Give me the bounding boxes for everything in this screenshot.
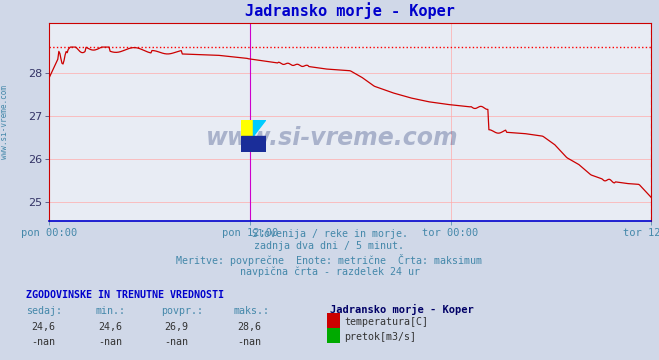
Polygon shape: [254, 120, 266, 136]
Text: www.si-vreme.com: www.si-vreme.com: [206, 126, 459, 150]
Text: Jadransko morje - Koper: Jadransko morje - Koper: [330, 304, 473, 315]
Text: min.:: min.:: [96, 306, 126, 316]
Text: sedaj:: sedaj:: [26, 306, 63, 316]
Text: ZGODOVINSKE IN TRENUTNE VREDNOSTI: ZGODOVINSKE IN TRENUTNE VREDNOSTI: [26, 290, 224, 300]
Polygon shape: [241, 136, 266, 152]
Title: Jadransko morje - Koper: Jadransko morje - Koper: [245, 3, 455, 19]
Text: pretok[m3/s]: pretok[m3/s]: [344, 332, 416, 342]
Text: povpr.:: povpr.:: [161, 306, 204, 316]
Text: 26,9: 26,9: [165, 322, 188, 332]
Text: Meritve: povprečne  Enote: metrične  Črta: maksimum: Meritve: povprečne Enote: metrične Črta:…: [177, 254, 482, 266]
Text: -nan: -nan: [165, 337, 188, 347]
Text: 28,6: 28,6: [237, 322, 261, 332]
Text: temperatura[C]: temperatura[C]: [344, 317, 428, 327]
Text: zadnja dva dni / 5 minut.: zadnja dva dni / 5 minut.: [254, 241, 405, 251]
Text: Slovenija / reke in morje.: Slovenija / reke in morje.: [252, 229, 407, 239]
Text: www.si-vreme.com: www.si-vreme.com: [0, 85, 9, 159]
Text: 24,6: 24,6: [99, 322, 123, 332]
Text: -nan: -nan: [31, 337, 55, 347]
Text: -nan: -nan: [99, 337, 123, 347]
Polygon shape: [241, 120, 254, 136]
Text: navpična črta - razdelek 24 ur: navpična črta - razdelek 24 ur: [239, 266, 420, 277]
Text: maks.:: maks.:: [234, 306, 270, 316]
Text: -nan: -nan: [237, 337, 261, 347]
Text: 24,6: 24,6: [31, 322, 55, 332]
